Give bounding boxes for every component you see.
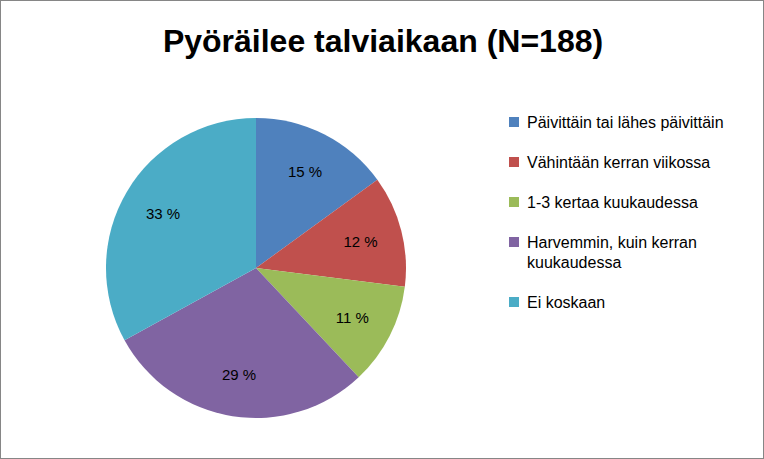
svg-text:12 %: 12 % [344,233,378,250]
svg-text:11 %: 11 % [336,309,369,326]
html-text:Ei koskaan: Ei koskaan [527,294,606,311]
html-text:Vähintään kerran viikossa: Vähintään kerran viikossa [527,154,711,171]
html-text:Harvemmin, kuin kerran kuukaud: Harvemmin, kuin kerran kuukaudessa [527,234,697,271]
html-text:1-3 kertaa kuukaudessa: 1-3 kertaa kuukaudessa [527,194,698,211]
svg-text:29 %: 29 % [222,366,256,383]
svg-text:15 %: 15 % [288,163,322,180]
html-text:Pyöräilee talviaikaan (N=188): Pyöräilee talviaikaan (N=188) [162,23,604,59]
svg-text:33 %: 33 % [146,205,180,222]
html-text:Päivittäin tai lähes päivittäi: Päivittäin tai lähes päivittäin [527,114,724,131]
